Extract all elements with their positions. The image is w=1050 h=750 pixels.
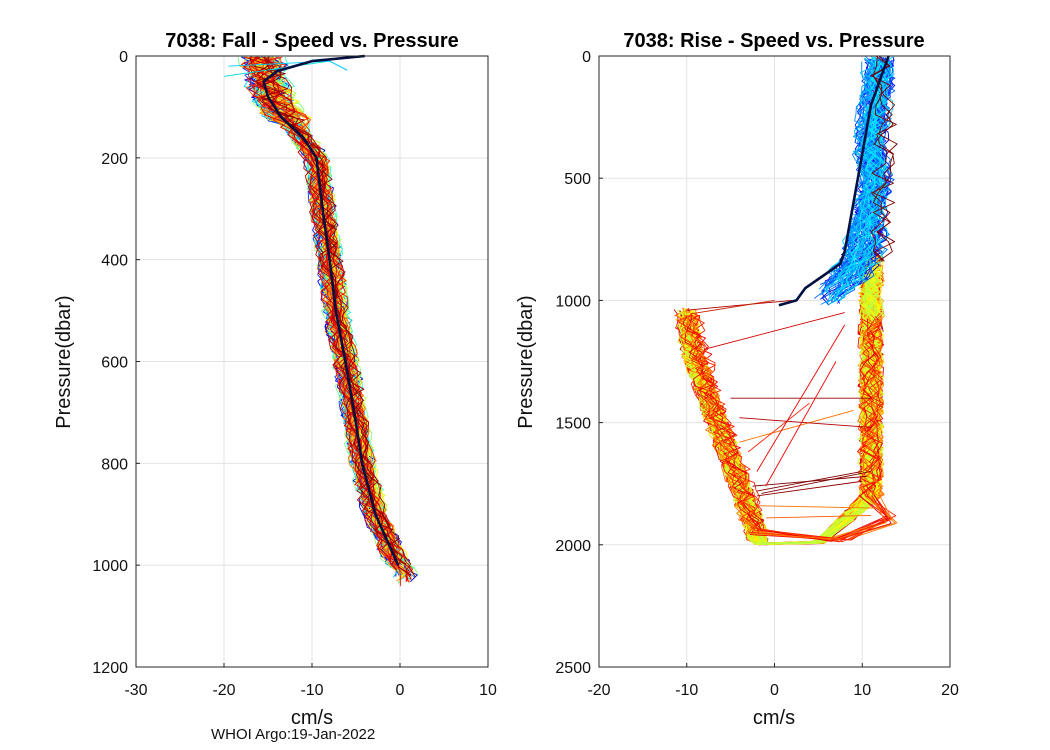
rise-ytick-label: 1500 <box>555 416 591 433</box>
rise-deep-profile-line <box>683 314 898 542</box>
rise-shallow-profile-line <box>847 59 888 291</box>
rise-transition-line <box>747 402 810 453</box>
rise-ylabel: Pressure(dbar) <box>515 295 537 428</box>
rise-deep-profile-line <box>688 257 885 546</box>
rise-title: 7038: Rise - Speed vs. Pressure <box>623 30 924 52</box>
rise-shallow-profile-line <box>872 55 897 262</box>
rise-transition-line <box>739 417 872 428</box>
rise-panel: -20 -10 0 10 20 0 500 1000 1500 2000 2500 7038: Ri… <box>515 30 959 729</box>
rise-deep-profile-line <box>684 247 881 545</box>
rise-deep-profile-line <box>684 315 892 542</box>
fall-xtick-label: 0 <box>396 682 405 699</box>
fall-ytick-label: 1200 <box>92 660 128 677</box>
fall-ytick-label: 200 <box>101 151 128 168</box>
rise-latest-profile <box>778 55 890 307</box>
rise-transition-line <box>756 324 846 472</box>
fall-ytick-label: 0 <box>119 49 128 66</box>
rise-deep-profile-line <box>694 315 889 541</box>
rise-transition-line <box>686 299 793 311</box>
fall-title: 7038: Fall - Speed vs. Pressure <box>165 30 459 52</box>
fall-profile-line <box>243 56 392 561</box>
rise-xtick-label: -20 <box>587 682 610 699</box>
rise-transition-line <box>761 471 872 494</box>
rise-ytick-label: 500 <box>564 171 591 188</box>
footer-credit: WHOI Argo:19-Jan-2022 <box>211 726 376 743</box>
rise-transition-line <box>752 475 867 487</box>
fall-ytick-label: 800 <box>101 456 128 473</box>
rise-shallow-profile-line <box>839 60 895 302</box>
rise-shallow-profile-line <box>824 57 877 276</box>
fall-xlabel: cm/s <box>291 707 333 729</box>
rise-transition-line <box>765 515 872 519</box>
fall-latest-profile-line <box>262 54 400 566</box>
fall-profile-outlier <box>228 60 348 71</box>
rise-xtick-label: 20 <box>941 682 959 699</box>
fall-ytick-label: 1000 <box>92 558 128 575</box>
rise-deep-profile-line <box>692 314 891 541</box>
fall-latest-profile <box>262 54 400 566</box>
fall-profile-line <box>249 56 411 576</box>
rise-shallow-profile-line <box>836 59 896 300</box>
rise-transition-line <box>691 299 775 315</box>
rise-transition-line <box>765 361 837 487</box>
rise-transition-line <box>739 409 854 443</box>
fall-xtick-label: -20 <box>212 682 235 699</box>
rise-ytick-label: 1000 <box>555 293 591 310</box>
rise-deep-profile-line <box>682 314 889 542</box>
rise-latest-profile-line <box>778 55 890 307</box>
fall-xtick-label: -30 <box>124 682 147 699</box>
rise-deep-profile-line <box>676 314 897 540</box>
rise-profiles <box>673 55 898 546</box>
fall-ylabel: Pressure(dbar) <box>53 295 75 428</box>
rise-ytick-label: 2000 <box>555 538 591 555</box>
rise-shallow-profile-line <box>834 56 882 301</box>
rise-xlabel: cm/s <box>753 707 795 729</box>
fall-xtick-label: 10 <box>479 682 497 699</box>
rise-transition-line <box>756 505 880 509</box>
rise-deep-profile-line <box>678 258 876 544</box>
rise-ytick-label: 0 <box>582 49 591 66</box>
fall-xtick-label: -10 <box>300 682 323 699</box>
fall-profile-line <box>249 56 398 571</box>
rise-xtick-label: -10 <box>675 682 698 699</box>
rise-xtick-label: 0 <box>770 682 779 699</box>
rise-transition-line <box>756 480 863 497</box>
rise-transition-line <box>704 312 845 350</box>
rise-xtick-label: 10 <box>853 682 871 699</box>
fall-ytick-label: 600 <box>101 355 128 372</box>
rise-tick-labels: -20 -10 0 10 20 0 500 1000 1500 2000 2500 <box>555 49 959 699</box>
fall-ytick-label: 400 <box>101 253 128 270</box>
rise-ytick-label: 2500 <box>555 660 591 677</box>
